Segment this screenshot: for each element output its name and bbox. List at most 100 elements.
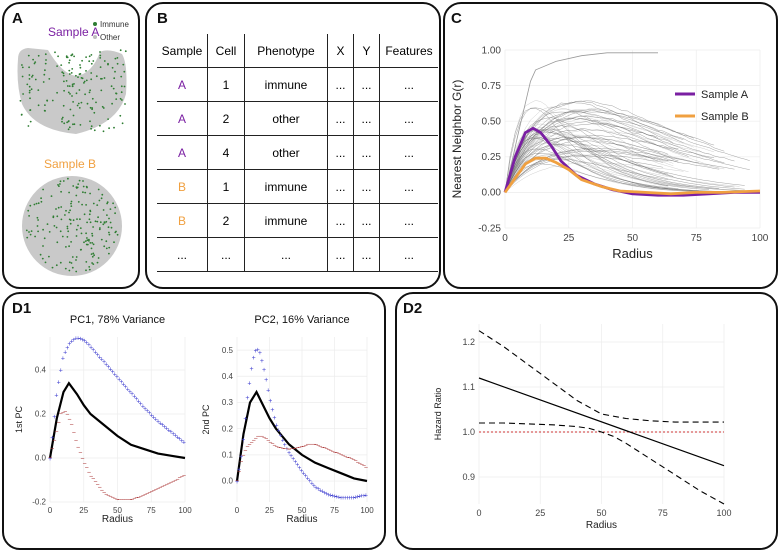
plus-marker: + (113, 372, 117, 379)
plus-marker: + (291, 456, 295, 463)
minus-marker: − (91, 476, 95, 483)
minus-marker: − (72, 430, 76, 437)
header-y: Y (353, 34, 380, 68)
minus-marker: − (297, 445, 301, 452)
plus-marker: + (335, 494, 339, 501)
immune-cell (29, 97, 31, 100)
minus-marker: − (299, 444, 303, 451)
plus-marker: + (272, 415, 276, 422)
immune-cell (88, 218, 91, 221)
x-tick-label: 25 (563, 233, 575, 244)
plus-marker: + (111, 369, 115, 376)
minus-marker: − (160, 484, 164, 491)
table-header-row: Sample Cell Phenotype X Y Features (157, 34, 438, 68)
immune-cell (69, 93, 71, 95)
immune-cell (73, 83, 75, 85)
plus-marker: + (252, 355, 256, 362)
immune-cell (78, 179, 81, 182)
immune-cell (114, 70, 116, 73)
minus-marker: − (289, 446, 293, 453)
minus-marker: − (295, 445, 299, 452)
minus-marker: − (50, 446, 54, 453)
panel-b: B Sample Cell Phenotype X Y Features A 1… (145, 2, 441, 289)
background-curve (504, 123, 659, 193)
immune-cell (66, 121, 68, 124)
x-tick-label: 100 (178, 506, 192, 515)
plus-marker: + (302, 470, 306, 477)
chart-title: PC1, 78% Variance (70, 314, 165, 326)
sample-a-tissue (17, 48, 127, 134)
minus-marker: − (343, 454, 347, 461)
immune-cell (99, 124, 101, 127)
immune-cell (35, 202, 38, 205)
immune-cell (91, 242, 94, 244)
plus-marker: + (85, 340, 89, 347)
cell-y: ... (353, 237, 380, 272)
cell-id: 1 (207, 169, 245, 204)
immune-cell (116, 57, 119, 59)
minus-marker: − (237, 469, 241, 476)
immune-cell (62, 180, 65, 182)
minus-marker: − (331, 449, 335, 456)
x-tick-label: 25 (535, 508, 545, 518)
plus-marker: + (258, 350, 262, 357)
immune-cell (86, 186, 88, 189)
immune-cell (71, 83, 74, 86)
minus-marker: − (256, 434, 260, 441)
plus-marker: + (349, 495, 353, 502)
immune-cell (72, 219, 75, 222)
cell-phenotype: immune (244, 67, 328, 102)
immune-cell (90, 62, 93, 65)
immune-cell (69, 222, 72, 225)
panel-d1: D1 0 25 50 75 100 -0.2 0.0 0.2 0.4 PC1, 78% Varia… (2, 292, 386, 550)
immune-cell (75, 228, 78, 231)
plus-marker: + (57, 380, 61, 387)
y-axis-title: 1st PC (14, 405, 24, 433)
plus-marker: + (143, 406, 147, 413)
background-curve (504, 148, 674, 193)
immune-cell (88, 268, 91, 271)
cell-features: ... (379, 67, 438, 102)
plus-marker: + (139, 401, 143, 408)
immune-cell (115, 98, 118, 100)
immune-cell (37, 54, 40, 57)
immune-cell (26, 236, 29, 239)
header-cell: Cell (207, 34, 245, 68)
immune-cell (67, 128, 70, 131)
y-axis-title: Hazard Ratio (433, 388, 443, 441)
panel-d2-label: D2 (403, 300, 423, 317)
minus-marker: − (266, 438, 270, 445)
immune-cell (79, 64, 81, 66)
immune-cell (61, 235, 64, 238)
immune-cell (78, 89, 81, 91)
x-axis-title: Radius (586, 520, 617, 531)
minus-marker: − (104, 491, 108, 498)
immune-cell (71, 95, 73, 97)
minus-marker: − (356, 459, 360, 466)
plus-marker: + (356, 494, 360, 501)
immune-cell (48, 231, 51, 233)
immune-cell (85, 56, 87, 58)
y-tick-label: 1.2 (462, 337, 475, 347)
immune-cell (121, 99, 123, 101)
immune-cell (90, 127, 92, 130)
minus-marker: − (283, 446, 287, 453)
plus-marker: + (102, 359, 106, 366)
plus-marker: + (245, 395, 249, 402)
immune-cell (88, 60, 91, 63)
minus-marker: − (324, 446, 328, 453)
immune-cell (65, 55, 68, 58)
background-curve (504, 154, 664, 193)
minus-marker: − (329, 448, 333, 455)
plus-marker: + (364, 492, 368, 499)
immune-cell (64, 214, 66, 216)
background-curve (504, 143, 694, 193)
minus-marker: − (264, 436, 268, 443)
plus-marker: + (362, 493, 366, 500)
minus-marker: − (285, 446, 289, 453)
background-curve (504, 132, 745, 193)
plus-marker: + (100, 357, 104, 364)
immune-cell (82, 180, 84, 182)
y-tick-label: -0.2 (32, 498, 46, 507)
immune-cell (107, 63, 109, 66)
